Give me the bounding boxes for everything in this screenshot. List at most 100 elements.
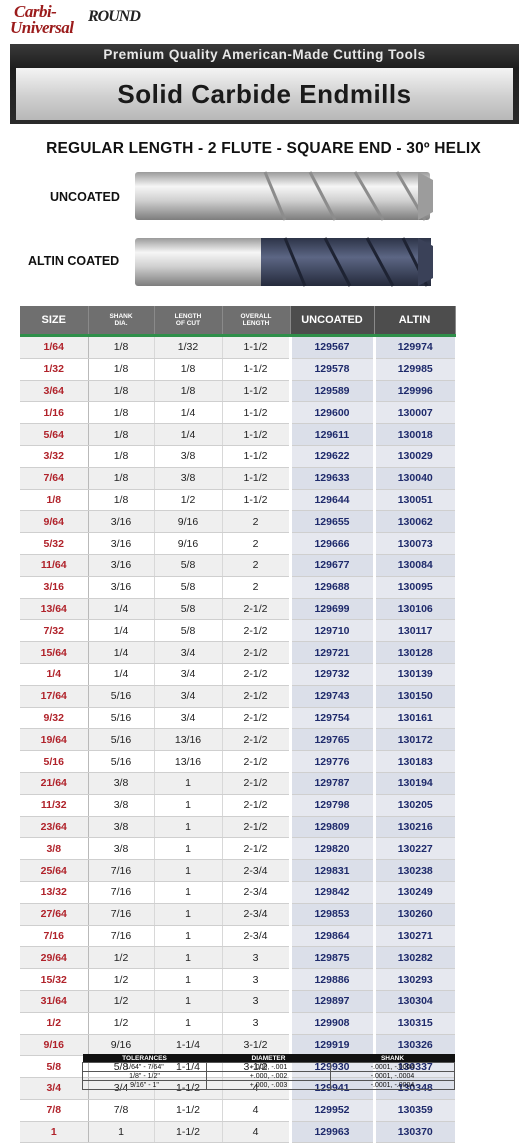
cell-shank-dia: 1/2	[88, 968, 155, 991]
cell-shank-dia: 1	[88, 1121, 155, 1143]
cell-size: 5/32	[20, 532, 89, 555]
cell-length-of-cut: 1	[154, 859, 223, 882]
cell-uncoated-edp: 129666	[288, 532, 374, 555]
cell-size: 3/64	[20, 380, 89, 403]
cell-overall-length: 2-1/2	[222, 685, 291, 708]
cell-length-of-cut: 1	[154, 881, 223, 904]
cell-uncoated-edp: 129622	[288, 445, 374, 468]
cell-uncoated-edp: 129710	[288, 619, 374, 643]
cell-overall-length: 1-1/2	[222, 358, 291, 381]
cell-size: 1	[20, 1121, 89, 1143]
cell-size: 1/4	[20, 663, 89, 686]
cell-uncoated-edp: 129919	[288, 1034, 374, 1057]
cell-size: 9/64	[20, 510, 89, 534]
table-row: 3/8 3/8 1 2-1/2 129820 130227	[20, 837, 455, 861]
table-row: 7/16 7/16 1 2-3/4 129864 130271	[20, 925, 455, 948]
table-row: 11/64 3/16 5/8 2 129677 130084	[20, 554, 455, 577]
cell-overall-length: 4	[222, 1099, 291, 1122]
cell-shank-dia: 7/16	[88, 881, 155, 904]
tolerance-row: 1/8" - 1/2" +.000, -.002 -.0001, -.0004	[82, 1071, 455, 1081]
table-row: 7/64 1/8 3/8 1-1/2 129633 130040	[20, 467, 455, 490]
table-row: 13/32 7/16 1 2-3/4 129842 130249	[20, 881, 455, 904]
tolerance-header-tolerances: TOLERANCES	[82, 1054, 207, 1063]
cell-length-of-cut: 1	[154, 990, 223, 1013]
cell-altin-edp: 130282	[372, 946, 455, 970]
cell-shank-dia: 1/2	[88, 990, 155, 1013]
cell-shank-dia: 7/16	[88, 903, 155, 926]
cell-overall-length: 1-1/2	[222, 423, 291, 446]
cell-uncoated-edp: 129776	[288, 750, 374, 773]
table-row: 1/64 1/8 1/32 1-1/2 129567 129974	[20, 335, 455, 359]
table-row: 5/64 1/8 1/4 1-1/2 129611 130018	[20, 423, 455, 446]
logo-text-carbi: Carbi-	[14, 2, 57, 21]
cell-altin-edp: 130128	[372, 641, 455, 664]
cell-size: 9/16	[20, 1034, 89, 1057]
cell-uncoated-edp: 129842	[288, 881, 374, 904]
cell-altin-edp: 130249	[372, 881, 455, 904]
cell-size: 15/32	[20, 968, 89, 991]
cell-shank-dia: 1/8	[88, 467, 155, 490]
cell-length-of-cut: 1	[154, 968, 223, 991]
cell-overall-length: 2	[222, 554, 291, 577]
cell-size: 7/16	[20, 925, 89, 948]
cell-length-of-cut: 5/8	[154, 576, 223, 599]
cell-overall-length: 2	[222, 532, 291, 555]
cell-altin-edp: 130315	[372, 1012, 455, 1035]
cell-uncoated-edp: 129644	[288, 489, 374, 512]
cell-altin-edp: 130194	[372, 772, 455, 795]
cell-size: 29/64	[20, 946, 89, 970]
cell-overall-length: 1-1/2	[222, 467, 291, 490]
header-shank-dia: SHANK DIA.	[88, 306, 155, 337]
cell-uncoated-edp: 129578	[288, 358, 374, 381]
table-row: 31/64 1/2 1 3 129897 130304	[20, 990, 455, 1013]
cell-shank-dia: 1/4	[88, 619, 155, 643]
endmill-spec-table: SIZE SHANK DIA. LENGTH OF CUT OVERALL LENGT…	[20, 306, 456, 1143]
table-header-row: SIZE SHANK DIA. LENGTH OF CUT OVERALL LENGT…	[20, 306, 456, 337]
cell-overall-length: 2-1/2	[222, 707, 291, 730]
cell-shank-dia: 1/4	[88, 663, 155, 686]
tolerance-shank: -.0001, -.0004	[330, 1062, 455, 1072]
cell-altin-edp: 130018	[372, 423, 455, 446]
cell-altin-edp: 130106	[372, 598, 455, 621]
cell-overall-length: 2-3/4	[222, 859, 291, 882]
banner-title: Solid Carbide Endmills	[16, 68, 513, 120]
cell-overall-length: 1-1/2	[222, 445, 291, 468]
table-row: 3/64 1/8 1/8 1-1/2 129589 129996	[20, 380, 455, 403]
cell-overall-length: 2-3/4	[222, 881, 291, 904]
cell-length-of-cut: 1/8	[154, 380, 223, 403]
cell-length-of-cut: 13/16	[154, 750, 223, 773]
cell-size: 19/64	[20, 728, 89, 752]
cell-shank-dia: 1/4	[88, 598, 155, 621]
table-row: 27/64 7/16 1 2-3/4 129853 130260	[20, 903, 455, 926]
cell-shank-dia: 1/2	[88, 1012, 155, 1035]
cell-overall-length: 3	[222, 990, 291, 1013]
table-row: 13/64 1/4 5/8 2-1/2 129699 130106	[20, 598, 455, 621]
cell-length-of-cut: 1-1/4	[154, 1034, 223, 1057]
cell-size: 25/64	[20, 859, 89, 882]
cell-altin-edp: 129996	[372, 380, 455, 403]
cell-shank-dia: 1/8	[88, 335, 155, 359]
table-row: 1/8 1/8 1/2 1-1/2 129644 130051	[20, 489, 455, 512]
cell-altin-edp: 130029	[372, 445, 455, 468]
cell-overall-length: 1-1/2	[222, 335, 291, 359]
cell-altin-edp: 130117	[372, 619, 455, 643]
tool-label-uncoated: UNCOATED	[50, 190, 120, 204]
table-row: 21/64 3/8 1 2-1/2 129787 130194	[20, 772, 455, 795]
table-row: 1/32 1/8 1/8 1-1/2 129578 129985	[20, 358, 455, 381]
cell-size: 3/16	[20, 576, 89, 599]
cell-length-of-cut: 1	[154, 816, 223, 839]
cell-length-of-cut: 9/16	[154, 532, 223, 555]
cell-length-of-cut: 3/4	[154, 685, 223, 708]
cell-altin-edp: 130183	[372, 750, 455, 773]
cell-shank-dia: 5/16	[88, 707, 155, 730]
tolerance-row: 1/64" - 7/64" +.000, -.001 -.0001, -.0004	[82, 1062, 455, 1072]
cell-overall-length: 2-1/2	[222, 750, 291, 773]
cell-length-of-cut: 5/8	[154, 598, 223, 621]
cell-altin-edp: 130150	[372, 685, 455, 708]
table-row: 19/64 5/16 13/16 2-1/2 129765 130172	[20, 728, 455, 752]
cell-shank-dia: 7/8	[88, 1099, 155, 1122]
cell-altin-edp: 130161	[372, 707, 455, 730]
cell-length-of-cut: 3/4	[154, 663, 223, 686]
cell-overall-length: 2	[222, 576, 291, 599]
cell-overall-length: 2-1/2	[222, 794, 291, 817]
